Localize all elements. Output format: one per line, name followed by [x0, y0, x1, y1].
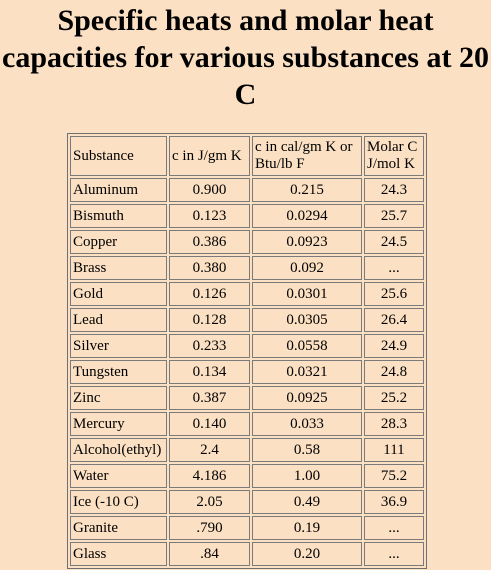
c-cal-gm-k-cell: 0.0923: [252, 230, 362, 254]
table-row: Alcohol(ethyl) 2.4 0.58 111: [70, 438, 424, 462]
molar-c-cell: 26.4: [364, 308, 424, 332]
substance-cell: Alcohol(ethyl): [70, 438, 167, 462]
header-cell-c-j-gm-k: c in J/gm K: [169, 136, 250, 176]
table-row: Brass 0.380 0.092...: [70, 256, 424, 280]
substance-cell: Copper: [70, 230, 167, 254]
c-cal-gm-k-cell: 0.033: [252, 412, 362, 436]
c-cal-gm-k-cell: 0.49: [252, 490, 362, 514]
molar-c-cell: 111: [364, 438, 424, 462]
c-j-gm-k-cell: 4.186: [169, 464, 250, 488]
substance-cell: Gold: [70, 282, 167, 306]
substance-cell: Tungsten: [70, 360, 167, 384]
molar-c-cell: ...: [364, 256, 424, 280]
c-j-gm-k-cell: .84: [169, 542, 250, 566]
substance-cell: Lead: [70, 308, 167, 332]
substance-cell: Granite: [70, 516, 167, 540]
c-cal-gm-k-cell: 0.0305: [252, 308, 362, 332]
table-row: Gold 0.126 0.0301 25.6: [70, 282, 424, 306]
substance-cell: Zinc: [70, 386, 167, 410]
table-row: Ice (-10 C) 2.05 0.49 36.9: [70, 490, 424, 514]
table-row: Copper 0.386 0.0923 24.5: [70, 230, 424, 254]
c-j-gm-k-cell: .790: [169, 516, 250, 540]
table-row: Tungsten 0.134 0.0321 24.8: [70, 360, 424, 384]
substance-cell: Ice (-10 C): [70, 490, 167, 514]
substance-cell: Water: [70, 464, 167, 488]
header-cell-c-cal-gm-k: c in cal/gm K or Btu/lb F: [252, 136, 362, 176]
molar-c-cell: 24.8: [364, 360, 424, 384]
table-row: Bismuth 0.123 0.0294 25.7: [70, 204, 424, 228]
table-row: Water 4.186 1.00 75.2: [70, 464, 424, 488]
c-cal-gm-k-cell: 0.092: [252, 256, 362, 280]
c-j-gm-k-cell: 0.387: [169, 386, 250, 410]
molar-c-cell: 24.9: [364, 334, 424, 358]
molar-c-cell: 28.3: [364, 412, 424, 436]
c-j-gm-k-cell: 0.233: [169, 334, 250, 358]
molar-c-cell: 25.2: [364, 386, 424, 410]
c-cal-gm-k-cell: 0.0294: [252, 204, 362, 228]
substance-cell: Mercury: [70, 412, 167, 436]
molar-c-cell: 24.5: [364, 230, 424, 254]
c-cal-gm-k-cell: 0.215: [252, 178, 362, 202]
substance-cell: Silver: [70, 334, 167, 358]
table-row: Granite .790 0.19...: [70, 516, 424, 540]
c-cal-gm-k-cell: 0.0925: [252, 386, 362, 410]
substance-cell: Brass: [70, 256, 167, 280]
c-j-gm-k-cell: 0.900: [169, 178, 250, 202]
c-cal-gm-k-cell: 0.0558: [252, 334, 362, 358]
table-row: Glass .84 0.20...: [70, 542, 424, 566]
c-j-gm-k-cell: 2.05: [169, 490, 250, 514]
c-cal-gm-k-cell: 1.00: [252, 464, 362, 488]
c-cal-gm-k-cell: 0.58: [252, 438, 362, 462]
specific-heat-table: Substance c in J/gm K c in cal/gm K or B…: [67, 133, 427, 569]
substance-cell: Glass: [70, 542, 167, 566]
table-row: Lead 0.128 0.0305 26.4: [70, 308, 424, 332]
c-cal-gm-k-cell: 0.0301: [252, 282, 362, 306]
molar-c-cell: ...: [364, 516, 424, 540]
c-j-gm-k-cell: 0.126: [169, 282, 250, 306]
substance-cell: Aluminum: [70, 178, 167, 202]
molar-c-cell: 36.9: [364, 490, 424, 514]
c-j-gm-k-cell: 0.380: [169, 256, 250, 280]
c-j-gm-k-cell: 0.123: [169, 204, 250, 228]
c-j-gm-k-cell: 2.4: [169, 438, 250, 462]
c-cal-gm-k-cell: 0.20: [252, 542, 362, 566]
table-row: Silver 0.233 0.0558 24.9: [70, 334, 424, 358]
c-j-gm-k-cell: 0.140: [169, 412, 250, 436]
table-row: Mercury 0.140 0.033 28.3: [70, 412, 424, 436]
c-j-gm-k-cell: 0.386: [169, 230, 250, 254]
header-cell-substance: Substance: [70, 136, 167, 176]
molar-c-cell: 24.3: [364, 178, 424, 202]
header-cell-molar-c: Molar C J/mol K: [364, 136, 424, 176]
page-title: Specific heats and molar heat capacities…: [2, 4, 489, 111]
c-cal-gm-k-cell: 0.0321: [252, 360, 362, 384]
table-row: Aluminum 0.900 0.215 24.3: [70, 178, 424, 202]
c-j-gm-k-cell: 0.134: [169, 360, 250, 384]
molar-c-cell: 75.2: [364, 464, 424, 488]
substance-cell: Bismuth: [70, 204, 167, 228]
c-j-gm-k-cell: 0.128: [169, 308, 250, 332]
molar-c-cell: ...: [364, 542, 424, 566]
molar-c-cell: 25.6: [364, 282, 424, 306]
table-header-row: Substance c in J/gm K c in cal/gm K or B…: [70, 136, 424, 176]
c-cal-gm-k-cell: 0.19: [252, 516, 362, 540]
table-row: Zinc 0.387 0.0925 25.2: [70, 386, 424, 410]
molar-c-cell: 25.7: [364, 204, 424, 228]
